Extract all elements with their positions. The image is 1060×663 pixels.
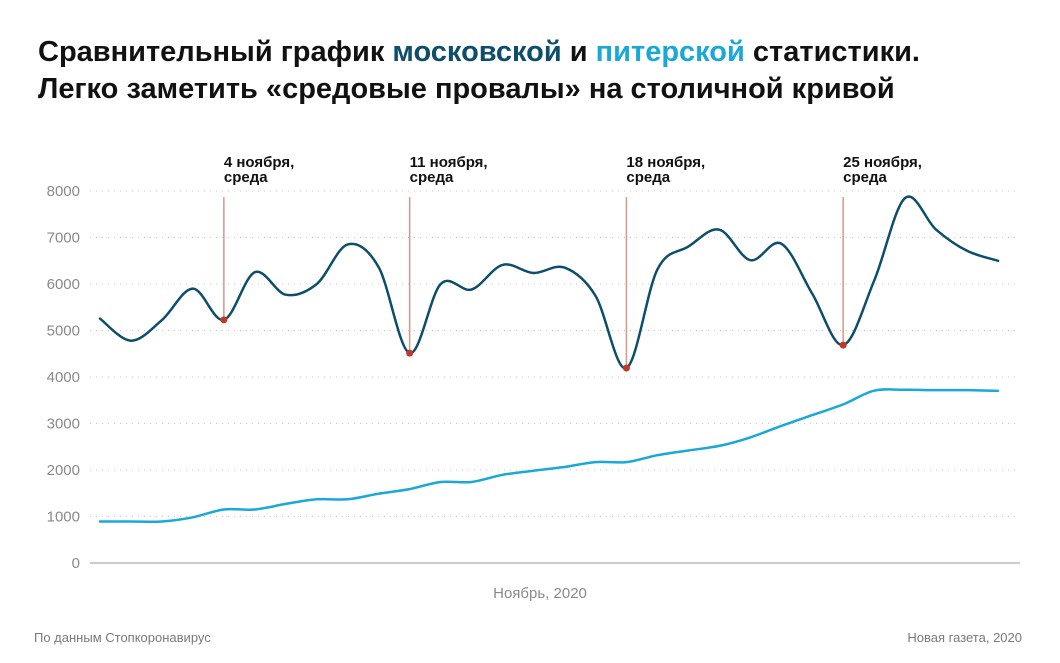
annotation-label-day: среда xyxy=(626,169,670,186)
grid-layer xyxy=(90,190,1020,564)
x-axis-label: Ноябрь, 2020 xyxy=(493,585,587,602)
publisher-credit: Новая газета, 2020 xyxy=(907,630,1022,645)
annotation-label-date: 25 ноября, xyxy=(843,154,922,171)
source-note: По данным Стопкоронавирус xyxy=(34,630,211,645)
y-tick-label: 0 xyxy=(72,555,80,572)
y-tick-label: 1000 xyxy=(47,509,80,526)
y-tick-label: 4000 xyxy=(47,369,80,386)
series-layer xyxy=(98,195,1000,524)
annotation-label-date: 18 ноября, xyxy=(626,154,705,171)
y-tick-label: 5000 xyxy=(47,323,80,340)
chart-title: Сравнительный график московской и питерс… xyxy=(38,34,1038,108)
annotation-label-day: среда xyxy=(224,169,268,186)
annotation-label-date: 4 ноября, xyxy=(224,154,294,171)
title-part: и xyxy=(561,36,596,68)
title-moscow-word: московской xyxy=(392,36,562,68)
annotation-label-date: 11 ноября, xyxy=(410,154,488,171)
annotation-marker xyxy=(406,349,414,357)
y-tick-label: 6000 xyxy=(47,276,80,293)
annotation-marker xyxy=(622,364,630,372)
y-tick-label: 8000 xyxy=(47,183,80,200)
annotation-label-day: среда xyxy=(410,169,454,186)
y-axis-ticks: 0 1000 2000 3000 4000 5000 6000 7000 8000 xyxy=(47,183,80,572)
annotation-marker xyxy=(220,316,228,324)
annotation-marker xyxy=(839,341,847,349)
series-line-moscow xyxy=(98,195,1000,370)
series-line-spb xyxy=(98,388,1000,524)
title-part: Сравнительный график xyxy=(38,36,393,68)
y-tick-label: 3000 xyxy=(47,416,80,433)
title-line-2: Легко заметить «средовые провалы» на сто… xyxy=(38,73,895,105)
annotation-lines xyxy=(223,197,844,369)
annotation-label-day: среда xyxy=(843,169,887,186)
y-tick-label: 2000 xyxy=(47,462,80,479)
title-part: статистики. xyxy=(744,36,920,68)
y-tick-label: 7000 xyxy=(47,230,80,247)
title-spb-word: питерской xyxy=(595,36,745,68)
